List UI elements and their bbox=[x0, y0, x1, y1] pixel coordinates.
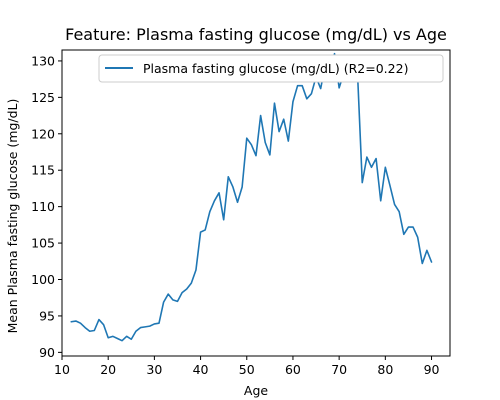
x-tick-label: 30 bbox=[146, 362, 162, 377]
y-tick-label: 110 bbox=[31, 199, 55, 214]
y-tick-label: 100 bbox=[31, 272, 55, 287]
y-tick-label: 120 bbox=[31, 126, 55, 141]
plot-area: 10 20 30 40 50 60 70 80 90 90 95 100 105 110 115 120 125… bbox=[31, 49, 451, 377]
x-axis-label: Age bbox=[244, 383, 268, 398]
legend: Plasma fasting glucose (mg/dL) (R2=0.22) bbox=[98, 54, 444, 83]
y-tick-label: 115 bbox=[31, 163, 55, 178]
x-tick-label: 80 bbox=[377, 362, 393, 377]
y-axis-label: Mean Plasma fasting glucose (mg/dL) bbox=[5, 99, 20, 334]
axes-frame bbox=[61, 49, 451, 357]
y-tick-label: 130 bbox=[31, 53, 55, 68]
x-tick-label: 50 bbox=[239, 362, 255, 377]
x-tick-label: 10 bbox=[54, 362, 70, 377]
y-tick-label: 90 bbox=[39, 345, 55, 360]
y-tick-label: 95 bbox=[39, 308, 55, 323]
legend-entry-label: Plasma fasting glucose (mg/dL) (R2=0.22) bbox=[143, 61, 408, 76]
y-tick-label: 105 bbox=[31, 236, 55, 251]
series-line-0 bbox=[70, 52, 433, 342]
x-tick-label: 40 bbox=[193, 362, 209, 377]
x-tick-label: 90 bbox=[424, 362, 440, 377]
legend-frame bbox=[98, 54, 444, 83]
y-tick-label: 125 bbox=[31, 90, 55, 105]
x-tick-label: 70 bbox=[331, 362, 347, 377]
chart-title: Feature: Plasma fasting glucose (mg/dL) … bbox=[65, 25, 447, 44]
x-tick-label: 60 bbox=[285, 362, 301, 377]
x-tick-label: 20 bbox=[100, 362, 116, 377]
